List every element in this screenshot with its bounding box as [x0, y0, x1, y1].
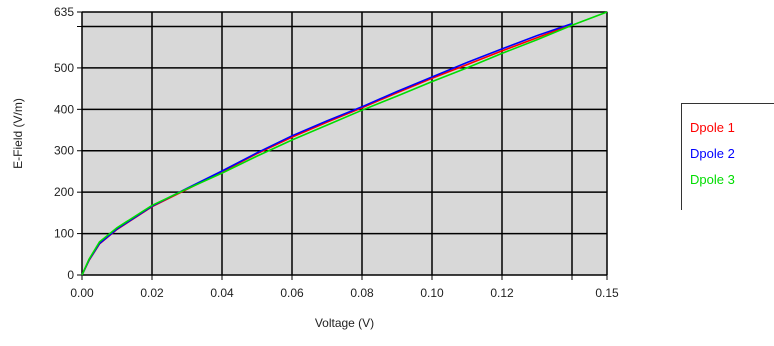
x-tick-label: 0.06	[280, 286, 304, 300]
series-line-3	[81, 11, 608, 276]
tick-labels: 0.00 0.02 0.04 0.06 0.08 0.10 0.12 0.15 0 100 200 3…	[54, 5, 619, 300]
legend: Dpole 1 Dpole 2 Dpole 3	[681, 103, 774, 210]
y-tick-label: 100	[54, 227, 74, 241]
x-tick-label: 0.15	[595, 286, 619, 300]
x-tick-label: 0.02	[140, 286, 164, 300]
plot-area	[81, 11, 608, 276]
x-tick-label: 0.08	[350, 286, 374, 300]
x-tick-label: 0.04	[210, 286, 234, 300]
x-tick-label: 0.10	[420, 286, 444, 300]
series-line-2	[81, 22, 573, 276]
y-tick-label: 200	[54, 185, 74, 199]
legend-item-dpole-3: Dpole 3	[690, 172, 735, 187]
y-axis-title: E-Field (V/m)	[11, 98, 25, 169]
x-tick-label: 0.12	[490, 286, 514, 300]
y-tick-label: 500	[54, 61, 74, 75]
x-tick-label: 0.00	[70, 286, 94, 300]
grid-lines	[77, 11, 608, 280]
series-lines	[81, 11, 608, 276]
y-tick-label: 400	[54, 102, 74, 116]
legend-item-dpole-2: Dpole 2	[690, 146, 735, 161]
legend-item-dpole-1: Dpole 1	[690, 120, 735, 135]
x-axis-title: Voltage (V)	[315, 316, 374, 330]
y-tick-label: 300	[54, 144, 74, 158]
y-tick-label: 0	[67, 268, 74, 282]
y-tick-label: 635	[54, 5, 74, 19]
